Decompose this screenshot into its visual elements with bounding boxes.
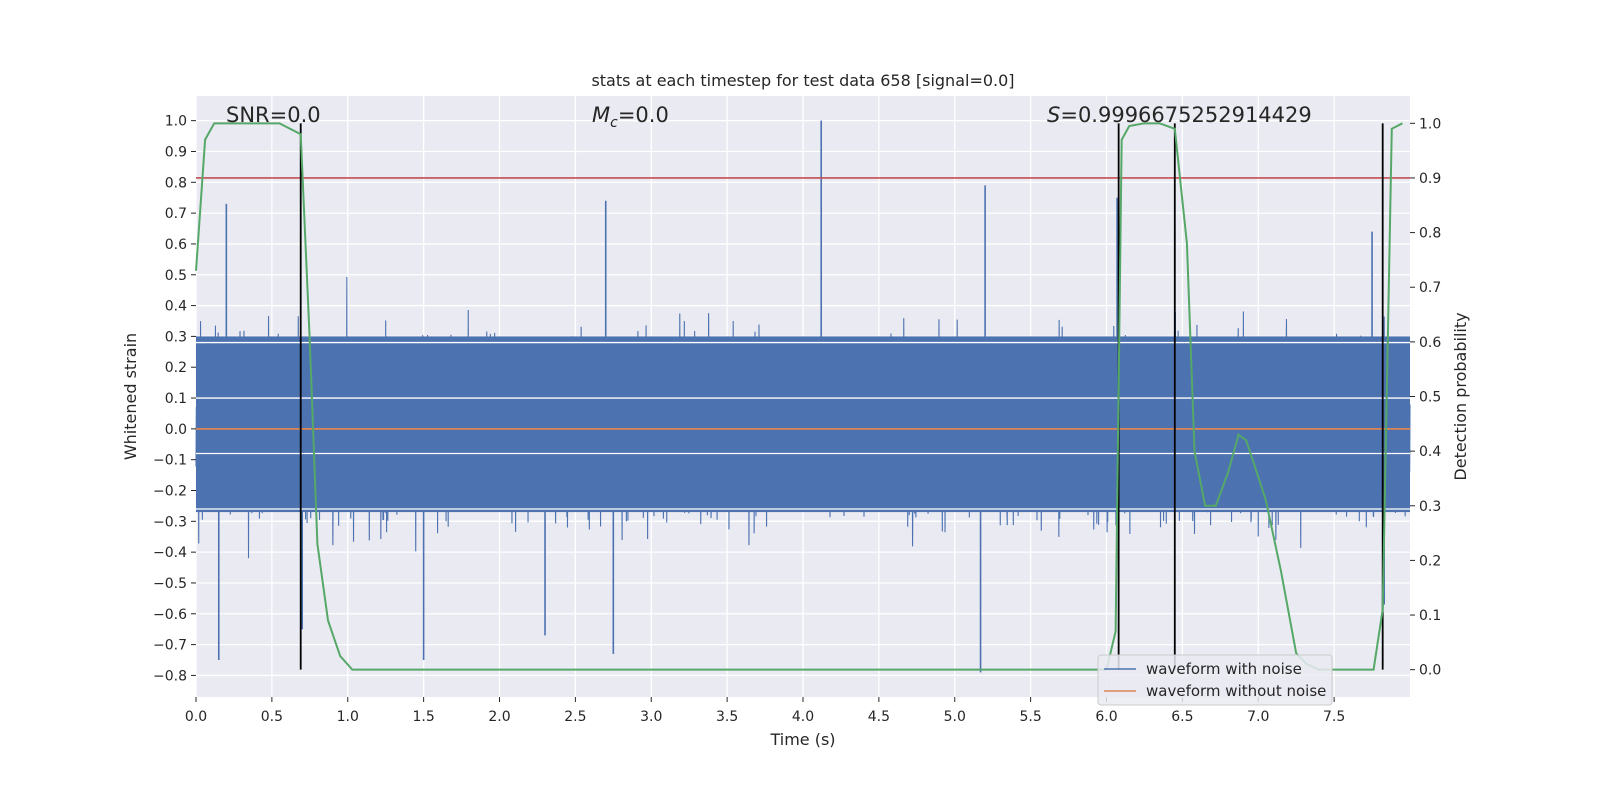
- x-tick-label: 6.0: [1095, 709, 1117, 725]
- chirp-mass-annotation: Mc=0.0: [592, 103, 669, 131]
- y-tick-label: 0.9: [165, 144, 187, 160]
- y2-tick-label: 0.3: [1419, 499, 1441, 515]
- snr-annotation: SNR=0.0: [226, 103, 321, 127]
- y2-tick-label: 0.1: [1419, 608, 1441, 624]
- x-tick-label: 3.5: [716, 709, 738, 725]
- y2-tick-label: 0.7: [1419, 280, 1441, 296]
- waveform-with-noise-series: [195, 120, 1411, 673]
- y-tick-label: 0.0: [165, 422, 187, 438]
- y2-tick-label: 0.2: [1419, 553, 1441, 569]
- y-tick-label: −0.5: [153, 576, 187, 592]
- x-tick-label: 5.5: [1019, 709, 1041, 725]
- y-tick-label: 0.7: [165, 206, 187, 222]
- x-tick-label: 0.0: [185, 709, 207, 725]
- y2-tick-label: 0.5: [1419, 390, 1441, 406]
- x-axis-label: Time (s): [769, 730, 835, 749]
- chirp-mass-value: =0.0: [618, 103, 669, 127]
- x-tick-label: 1.5: [412, 709, 434, 725]
- y-axis-label: Whitened strain: [121, 333, 140, 460]
- noise-core-band: [196, 336, 1410, 513]
- score-annotation: S=0.9996675252914429: [1047, 103, 1312, 127]
- score-value: =0.9996675252914429: [1060, 103, 1311, 127]
- y-tick-label: −0.6: [153, 607, 187, 623]
- y-tick-label: 0.8: [165, 175, 187, 191]
- x-tick-label: 4.5: [868, 709, 890, 725]
- y-tick-label: 0.4: [165, 299, 187, 315]
- legend-box: [1097, 654, 1333, 706]
- chirp-mass-symbol: M: [592, 103, 610, 127]
- chirp-mass-subscript: c: [610, 115, 618, 131]
- x-tick-label: 5.0: [944, 709, 966, 725]
- x-tick-label: 7.5: [1323, 709, 1345, 725]
- y-tick-label: −0.7: [153, 638, 187, 654]
- x-tick-label: 4.0: [792, 709, 814, 725]
- legend-label-clean: waveform without noise: [1146, 682, 1326, 700]
- score-symbol: S: [1047, 103, 1060, 127]
- y-tick-label: −0.1: [153, 453, 187, 469]
- y-tick-label: 0.5: [165, 268, 187, 284]
- chart-title: stats at each timestep for test data 658…: [591, 71, 1014, 90]
- x-tick-label: 7.0: [1247, 709, 1269, 725]
- axis-ticks: 0.0 0.5 1.0 1.5 2.0 2.5 3.0 3.5 4.0 4.5 5.0 5.5 6.0 6…: [153, 114, 1441, 725]
- legend: waveform with noise waveform without noi…: [1097, 654, 1333, 706]
- y-tick-label: −0.2: [153, 484, 187, 500]
- y2-tick-label: 0.9: [1419, 171, 1441, 187]
- x-tick-label: 0.5: [261, 709, 283, 725]
- y-tick-label: 0.2: [165, 360, 187, 376]
- y-tick-label: 1.0: [165, 114, 187, 130]
- x-tick-label: 1.0: [337, 709, 359, 725]
- y2-tick-label: 1.0: [1419, 116, 1441, 132]
- y2-tick-label: 0.4: [1419, 444, 1441, 460]
- y2-axis-label: Detection probability: [1451, 312, 1470, 480]
- legend-label-noise: waveform with noise: [1146, 660, 1302, 678]
- y-tick-label: −0.3: [153, 514, 187, 530]
- y-tick-label: −0.4: [153, 545, 187, 561]
- x-tick-label: 2.0: [488, 709, 510, 725]
- y-tick-label: 0.3: [165, 329, 187, 345]
- y2-tick-label: 0.0: [1419, 663, 1441, 679]
- y-tick-label: −0.8: [153, 668, 187, 684]
- y2-tick-label: 0.6: [1419, 335, 1441, 351]
- y-tick-label: 0.1: [165, 391, 187, 407]
- x-tick-label: 6.5: [1171, 709, 1193, 725]
- x-tick-label: 3.0: [640, 709, 662, 725]
- y2-tick-label: 0.8: [1419, 226, 1441, 242]
- y-tick-label: 0.6: [165, 237, 187, 253]
- x-tick-label: 2.5: [564, 709, 586, 725]
